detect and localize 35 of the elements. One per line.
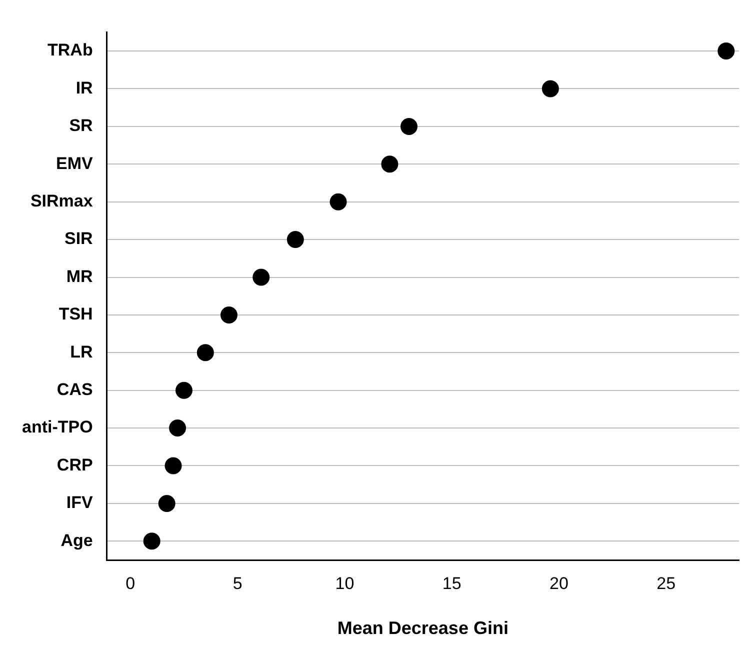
point xyxy=(252,268,270,286)
y-tick-label: SR xyxy=(69,116,93,136)
y-tick-label: SIR xyxy=(64,229,93,248)
y-tick-label: SIRmax xyxy=(30,192,94,211)
y-tick-label: CRP xyxy=(56,455,93,474)
y-tick-label: LR xyxy=(70,342,93,362)
y-tick-label: TSH xyxy=(58,304,93,324)
x-tick-label: 10 xyxy=(335,574,354,593)
point xyxy=(169,420,186,437)
x-tick-label: 15 xyxy=(442,574,462,593)
point xyxy=(542,80,559,98)
point xyxy=(143,532,160,550)
y-tick-label: CAS xyxy=(56,380,93,400)
y-tick-label: IR xyxy=(76,78,93,98)
y-tick-label: anti-TPO xyxy=(22,418,93,437)
x-tick-label: 20 xyxy=(550,574,568,593)
point xyxy=(220,306,238,324)
point xyxy=(400,118,418,135)
y-tick-label: MR xyxy=(66,266,93,286)
point xyxy=(381,156,398,173)
y-tick-label: TRAb xyxy=(48,40,93,60)
x-tick-label: 25 xyxy=(656,574,676,593)
point xyxy=(158,494,176,512)
point xyxy=(330,193,347,210)
y-tick-label: IFV xyxy=(66,493,94,512)
point xyxy=(164,457,182,474)
point xyxy=(196,344,214,362)
point xyxy=(175,382,192,399)
y-tick-label: EMV xyxy=(56,154,94,173)
x-axis-title: Mean Decrease Gini xyxy=(337,618,508,638)
point xyxy=(286,231,304,248)
point xyxy=(718,42,735,60)
x-tick-label: 5 xyxy=(232,574,242,593)
y-tick-label: Age xyxy=(60,530,93,550)
x-tick-label: 0 xyxy=(126,574,136,593)
